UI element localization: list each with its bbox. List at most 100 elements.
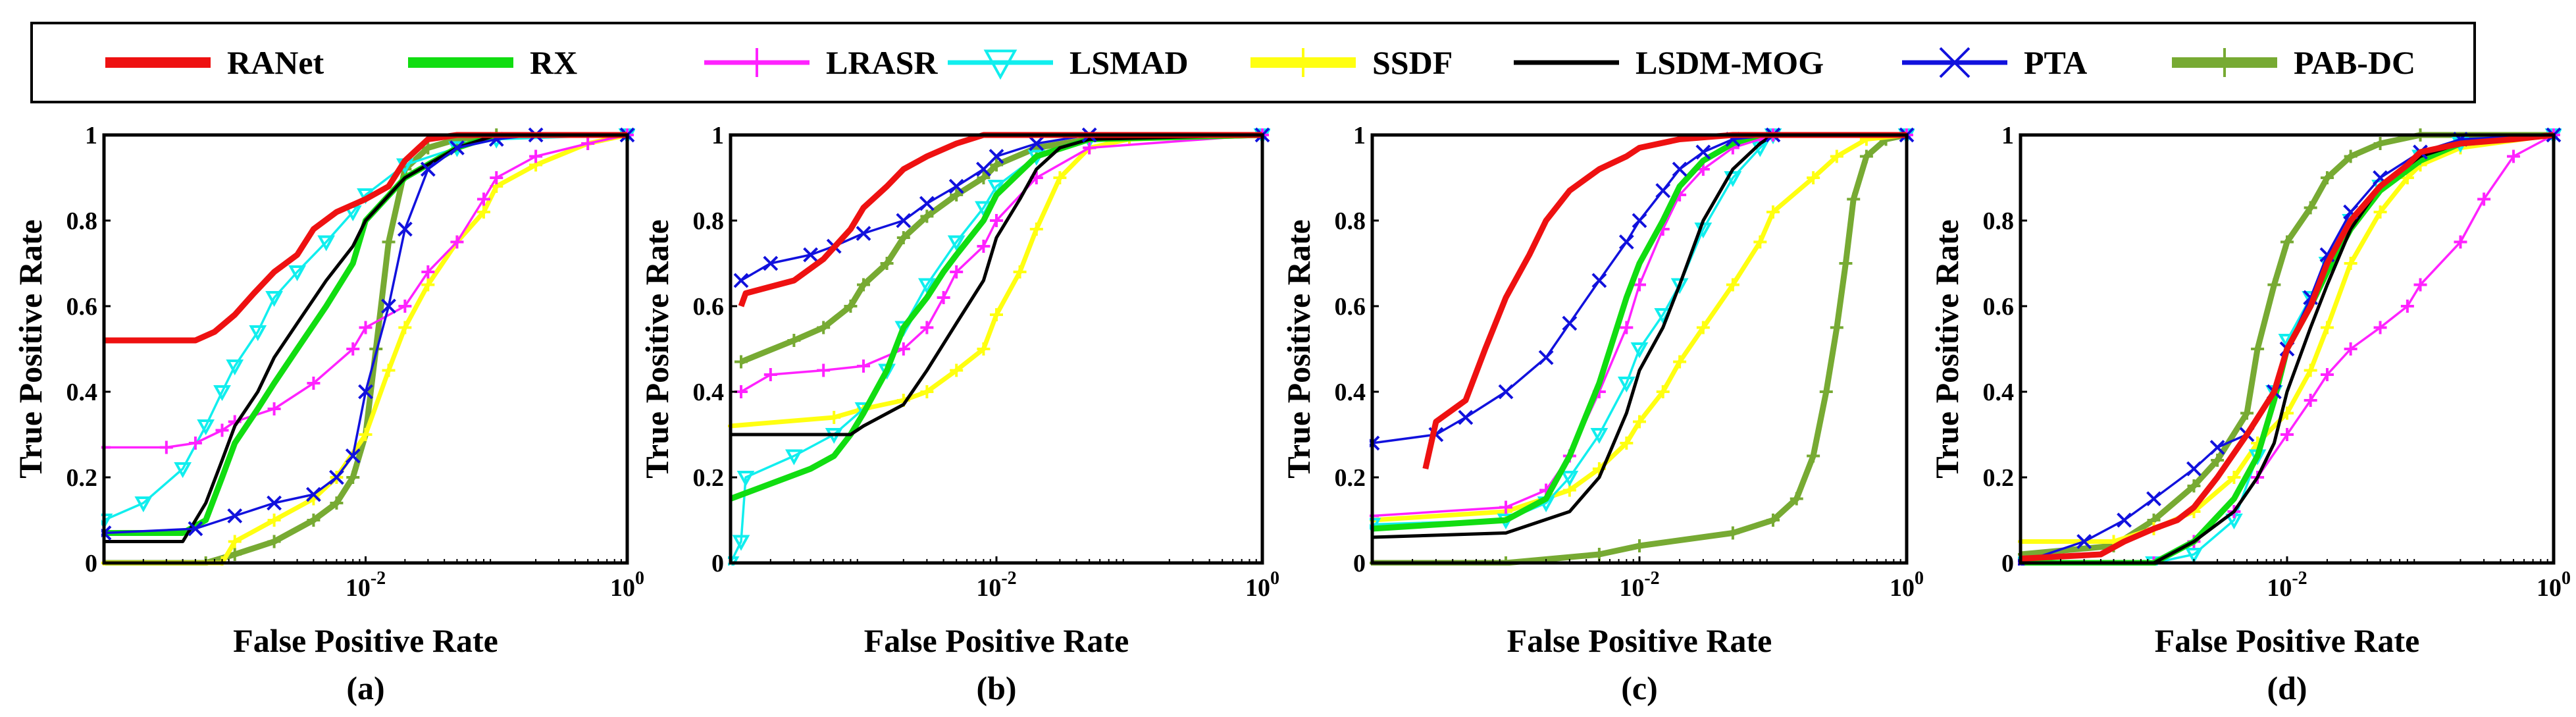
series-ssdf-b bbox=[728, 128, 1269, 433]
point-marker-ssdf-c-13 bbox=[1830, 149, 1843, 163]
point-marker-pab-dc-c-5 bbox=[1766, 514, 1780, 527]
point-pta-a-4 bbox=[305, 487, 321, 502]
series-lsdm-mog-c bbox=[1372, 133, 1907, 539]
point-pta-b-10 bbox=[1029, 136, 1044, 151]
series-rx-b bbox=[729, 132, 1263, 502]
point-pab-dc-c-11 bbox=[1847, 192, 1861, 206]
point-pta-b-1 bbox=[763, 255, 779, 271]
point-lrasr-c-6 bbox=[1633, 278, 1646, 292]
point-marker-pta-c-6 bbox=[1591, 273, 1607, 288]
point-marker-lrasr-b-8 bbox=[977, 240, 991, 253]
point-marker-pta-c-7-d2 bbox=[1618, 234, 1634, 250]
point-marker-lrasr-d-6 bbox=[2304, 394, 2317, 407]
ytick-label-a-2: 0.4 bbox=[66, 379, 98, 406]
xtick-label-d-0: 10-2 bbox=[2267, 568, 2307, 602]
ytick-label-b-3: 0.6 bbox=[693, 293, 725, 321]
point-marker-ssdf-b-1 bbox=[827, 411, 841, 424]
point-marker-pab-dc-d-3 bbox=[2187, 479, 2201, 492]
point-marker-lsmad-c-8-tri bbox=[1670, 278, 1689, 294]
point-ssdf-b-10 bbox=[1053, 171, 1067, 184]
point-ssdf-a-7 bbox=[382, 363, 396, 377]
point-marker-pta-c-7 bbox=[1618, 234, 1634, 250]
panel-curves-c bbox=[1370, 127, 1915, 566]
point-ssdf-d-9 bbox=[2344, 257, 2357, 270]
point-lrasr-b-11 bbox=[1083, 141, 1096, 155]
ytick-label-b-1: 0.2 bbox=[693, 464, 725, 492]
series-rx-c bbox=[1372, 132, 1907, 532]
point-marker-pta-d-2-d2 bbox=[2117, 512, 2132, 528]
point-marker-pab-dc-d-6 bbox=[2251, 342, 2265, 356]
point-pab-dc-a-9 bbox=[382, 235, 396, 249]
legend-entry-lsmad: LSMAD bbox=[948, 44, 1189, 81]
point-marker-pta-c-5 bbox=[1562, 315, 1578, 331]
point-marker-lsmad-a-8-tri bbox=[288, 265, 306, 282]
point-marker-lrasr-a-2 bbox=[188, 437, 202, 450]
line-lrasr-c bbox=[1372, 134, 1907, 518]
point-marker-lsmad-c-8 bbox=[1670, 278, 1689, 294]
point-marker-pta-d-4-d2 bbox=[2186, 461, 2202, 477]
point-pta-d-4 bbox=[2186, 461, 2202, 477]
panel-label-c: (c) bbox=[1621, 670, 1658, 706]
point-marker-lsmad-a-5 bbox=[226, 359, 244, 376]
point-ssdf-c-10 bbox=[1753, 235, 1767, 249]
point-marker-lrasr-b-6 bbox=[937, 291, 950, 304]
point-marker-pta-d-2 bbox=[2117, 512, 2132, 528]
point-lsmad-a-1 bbox=[134, 496, 153, 513]
legend-entry-pta: PTA bbox=[1902, 44, 2087, 81]
point-marker-pta-c-8 bbox=[1632, 213, 1647, 228]
point-pab-dc-c-8 bbox=[1819, 385, 1833, 398]
point-marker-ssdf-a-7 bbox=[382, 363, 396, 377]
point-marker-ssdf-a-9 bbox=[421, 278, 435, 292]
point-pta-d-3 bbox=[2146, 491, 2161, 506]
point-marker-pta-c-2 bbox=[1458, 410, 1474, 425]
point-lrasr-d-9 bbox=[2373, 321, 2387, 334]
point-marker-pta-b-7 bbox=[948, 178, 964, 194]
ytick-label-a-4: 0.8 bbox=[66, 207, 98, 235]
ytick-label-a-3: 0.6 bbox=[66, 293, 98, 321]
point-ssdf-b-6 bbox=[977, 342, 991, 356]
point-marker-pta-c-5-d2 bbox=[1562, 315, 1578, 331]
point-lrasr-d-14 bbox=[2507, 149, 2521, 163]
point-marker-lsmad-b-11-tri bbox=[987, 180, 1006, 196]
point-marker-pta-b-1-d2 bbox=[763, 255, 779, 271]
point-marker-pta-c-8-d2 bbox=[1632, 213, 1647, 228]
xtick-label-a-1: 100 bbox=[610, 568, 644, 602]
point-marker-lrasr-a-6 bbox=[307, 377, 321, 390]
point-marker-lsmad-d-2-tri bbox=[2185, 548, 2203, 564]
legend-entry-pab-dc: PAB-DC bbox=[2172, 44, 2415, 81]
point-marker-lsmad-c-4 bbox=[1590, 428, 1609, 444]
ytick-label-a-0: 0 bbox=[85, 550, 97, 577]
point-marker-lrasr-a-13 bbox=[490, 171, 503, 184]
point-lsmad-c-6 bbox=[1630, 342, 1649, 359]
point-marker-pab-dc-c-11 bbox=[1847, 192, 1861, 206]
point-marker-lsmad-b-2 bbox=[736, 471, 755, 487]
point-marker-lrasr-b-9 bbox=[990, 214, 1003, 227]
point-pta-a-9 bbox=[397, 221, 413, 237]
line-rx-c bbox=[1372, 132, 1907, 532]
point-marker-ssdf-d-9 bbox=[2344, 257, 2357, 270]
point-marker-ssdf-c-12 bbox=[1807, 171, 1820, 184]
point-lrasr-d-8 bbox=[2344, 342, 2357, 356]
xtick-base-c-0: 10 bbox=[1619, 574, 1644, 602]
xtick-base-a-0: 10 bbox=[346, 574, 371, 602]
xlabel-a: False Positive Rate bbox=[233, 622, 498, 659]
point-marker-lrasr-b-1 bbox=[763, 368, 777, 381]
point-marker-lrasr-a-3 bbox=[215, 423, 229, 437]
point-pab-dc-b-9 bbox=[977, 171, 991, 184]
point-marker-lrasr-b-7 bbox=[950, 265, 964, 279]
point-pta-b-5 bbox=[896, 213, 912, 228]
point-marker-lrasr-d-12 bbox=[2454, 235, 2467, 249]
point-marker-lrasr-d-10 bbox=[2400, 300, 2414, 313]
point-marker-lsmad-a-4-tri bbox=[213, 385, 231, 402]
ytick-label-d-1: 0.2 bbox=[1983, 464, 2015, 492]
point-lrasr-a-1 bbox=[159, 440, 173, 454]
point-marker-pab-dc-a-3 bbox=[267, 535, 281, 548]
legend-label-ranet: RANet bbox=[227, 44, 324, 81]
point-marker-pta-c-6-d2 bbox=[1591, 273, 1607, 288]
ytick-label-c-1: 0.2 bbox=[1335, 464, 1366, 492]
line-ranet-a bbox=[104, 132, 627, 344]
xtick-label-d-1: 100 bbox=[2537, 568, 2571, 602]
point-lrasr-a-13 bbox=[490, 171, 503, 184]
point-marker-lsmad-b-9-tri bbox=[947, 235, 966, 252]
